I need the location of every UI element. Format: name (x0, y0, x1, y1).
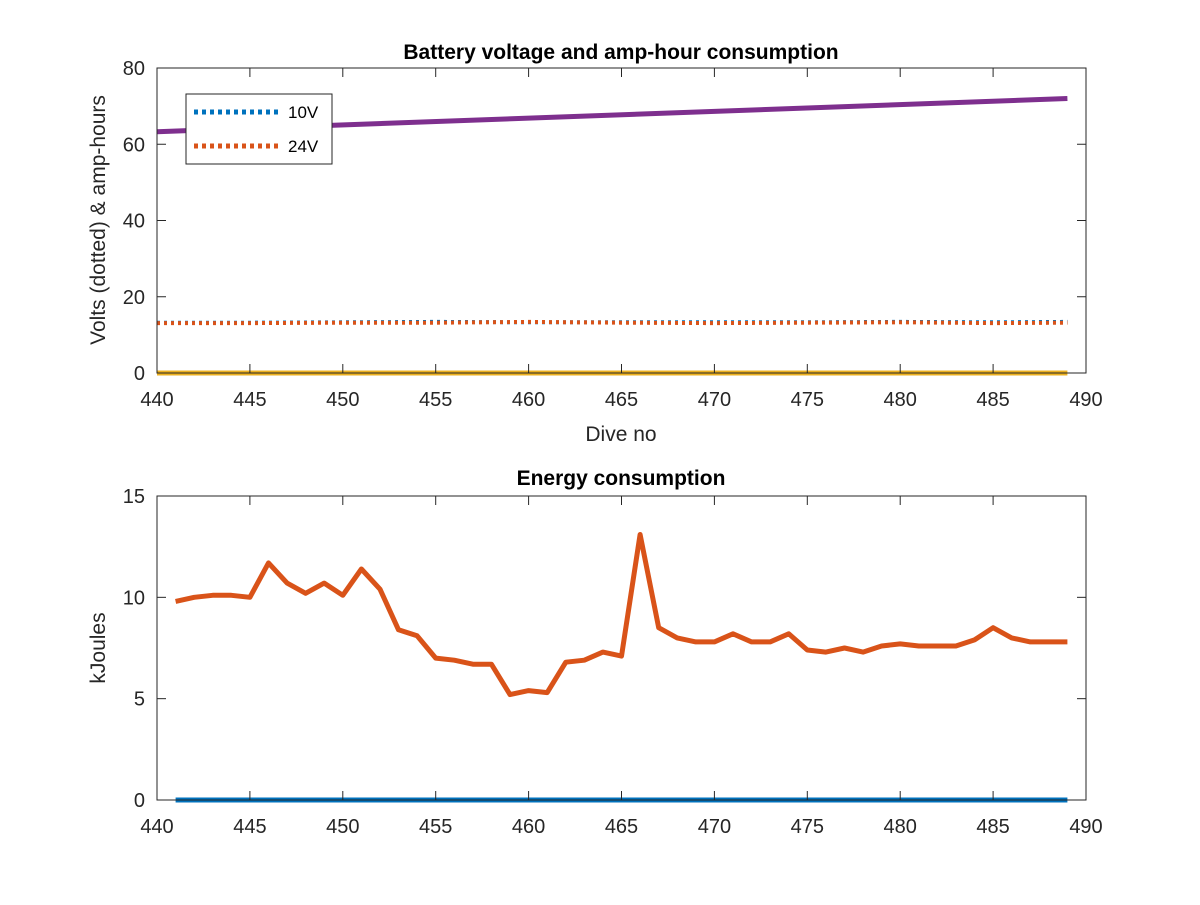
y-tick-label: 10 (123, 587, 145, 609)
y-tick-label: 15 (123, 486, 145, 508)
x-tick-label: 470 (698, 816, 731, 838)
y-tick-label: 60 (123, 134, 145, 156)
chart-title: Battery voltage and amp-hour consumption (403, 41, 838, 64)
legend-label-10v: 10V (288, 103, 319, 122)
x-tick-label: 475 (791, 389, 824, 411)
x-tick-label: 455 (419, 389, 452, 411)
plot-area (175, 532, 1068, 803)
x-tick-label: 450 (326, 389, 359, 411)
x-tick-label: 480 (884, 816, 917, 838)
x-tick-label: 490 (1069, 816, 1102, 838)
x-tick-label: 460 (512, 816, 545, 838)
series-line-24v (157, 319, 1068, 326)
x-tick-label: 440 (140, 389, 173, 411)
y-axis-label: kJoules (87, 612, 110, 683)
x-tick-label: 485 (976, 816, 1009, 838)
y-axis-label: Volts (dotted) & amp-hours (87, 95, 110, 345)
x-tick-label: 460 (512, 389, 545, 411)
x-tick-label: 490 (1069, 389, 1102, 411)
legend-label-24v: 24V (288, 137, 319, 156)
y-tick-label: 20 (123, 287, 145, 309)
y-tick-label: 40 (123, 211, 145, 233)
chart-title: Energy consumption (517, 467, 726, 490)
series-line-1 (175, 532, 1068, 698)
x-tick-label: 450 (326, 816, 359, 838)
axis-ticks: 440 445 450 455 460 465 470 475 480 485 490 0 5 10 15 (123, 486, 1103, 838)
axis-ticks: 440 445 450 455 460 465 470 475 480 485 490 0 20 40 60… (123, 58, 1103, 411)
x-tick-label: 475 (791, 816, 824, 838)
y-tick-label: 0 (134, 790, 145, 812)
x-tick-label: 455 (419, 816, 452, 838)
x-tick-label: 445 (233, 389, 266, 411)
voltage-chart: Battery voltage and amp-hour consumption… (87, 41, 1103, 446)
x-tick-label: 485 (976, 389, 1009, 411)
x-tick-label: 465 (605, 816, 638, 838)
y-tick-label: 5 (134, 689, 145, 711)
x-tick-label: 445 (233, 816, 266, 838)
x-tick-label: 465 (605, 389, 638, 411)
x-tick-label: 480 (884, 389, 917, 411)
legend-box (185, 93, 333, 165)
y-tick-label: 0 (134, 363, 145, 385)
energy-chart: Energy consumption kJoules 440 445 450 455 4… (87, 467, 1103, 838)
x-tick-label: 470 (698, 389, 731, 411)
x-axis-label: Dive no (585, 423, 656, 446)
x-tick-label: 440 (140, 816, 173, 838)
y-tick-label: 80 (123, 58, 145, 80)
legend: 10V 24V (185, 93, 333, 165)
